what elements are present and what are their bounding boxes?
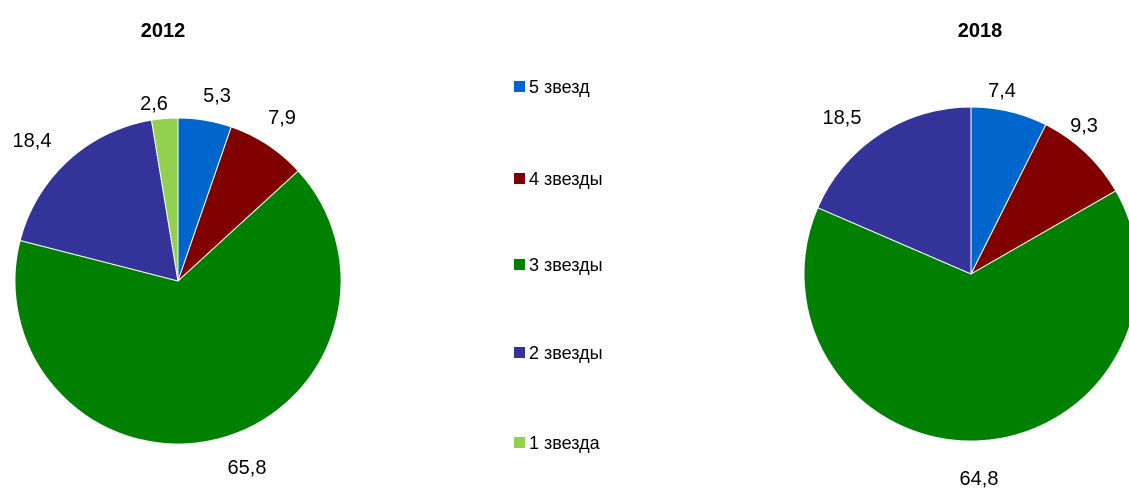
legend-label: 2 звезды bbox=[529, 343, 603, 363]
legend-label: 1 звезда bbox=[529, 433, 601, 453]
pie-slice-2-stars bbox=[19, 119, 179, 282]
legend-item-2-stars: 2 звезды bbox=[514, 343, 603, 363]
legend-label: 3 звезды bbox=[529, 255, 603, 275]
data-label-3-stars: 64,8 bbox=[960, 468, 999, 489]
pie-slices bbox=[14, 117, 342, 445]
data-label-3-stars: 65,8 bbox=[228, 457, 267, 479]
pie-slices bbox=[803, 106, 1129, 442]
data-label-4-stars: 9,3 bbox=[1070, 115, 1098, 137]
data-label-2-stars: 18,5 bbox=[823, 107, 862, 129]
legend-item-3-stars: 3 звезды bbox=[514, 255, 603, 275]
pie-slice-2-stars bbox=[817, 106, 972, 275]
legend-item-1-star: 1 звезда bbox=[514, 433, 601, 453]
chart-title: 2012 bbox=[141, 20, 186, 42]
data-label-5-stars: 5,3 bbox=[203, 85, 231, 107]
pie-slice-3-stars bbox=[803, 190, 1129, 442]
data-label-2-stars: 18,4 bbox=[13, 130, 52, 152]
legend-label: 5 звезд bbox=[529, 77, 590, 97]
data-labels: 5,3 7,9 65,8 18,4 2,6 bbox=[13, 85, 296, 479]
legend-item-5-stars: 5 звезд bbox=[514, 77, 590, 97]
data-label-1-star: 2,6 bbox=[140, 93, 168, 115]
data-label-4-stars: 7,9 bbox=[268, 107, 296, 129]
pie-slice-3-stars bbox=[14, 170, 342, 445]
legend-swatch bbox=[514, 347, 525, 358]
chart-2018: 2018 7,4 9,3 64,8 18,5 bbox=[803, 20, 1129, 489]
legend-swatch bbox=[514, 173, 525, 184]
legend-label: 4 звезды bbox=[529, 169, 603, 189]
legend: 5 звезд 4 звезды 3 звезды 2 звезды 1 зве… bbox=[514, 77, 603, 453]
legend-swatch bbox=[514, 259, 525, 270]
legend-swatch bbox=[514, 81, 525, 92]
legend-swatch bbox=[514, 437, 525, 448]
chart-title: 2018 bbox=[958, 20, 1003, 42]
data-label-5-stars: 7,4 bbox=[988, 80, 1016, 102]
chart-2012: 2012 5,3 7,9 65,8 18,4 2,6 bbox=[13, 20, 342, 479]
pie-slice-4-stars bbox=[969, 124, 1117, 276]
data-labels: 7,4 9,3 64,8 18,5 bbox=[823, 80, 1098, 489]
pie-slice-1-star bbox=[150, 117, 179, 282]
legend-item-4-stars: 4 звезды bbox=[514, 169, 603, 189]
